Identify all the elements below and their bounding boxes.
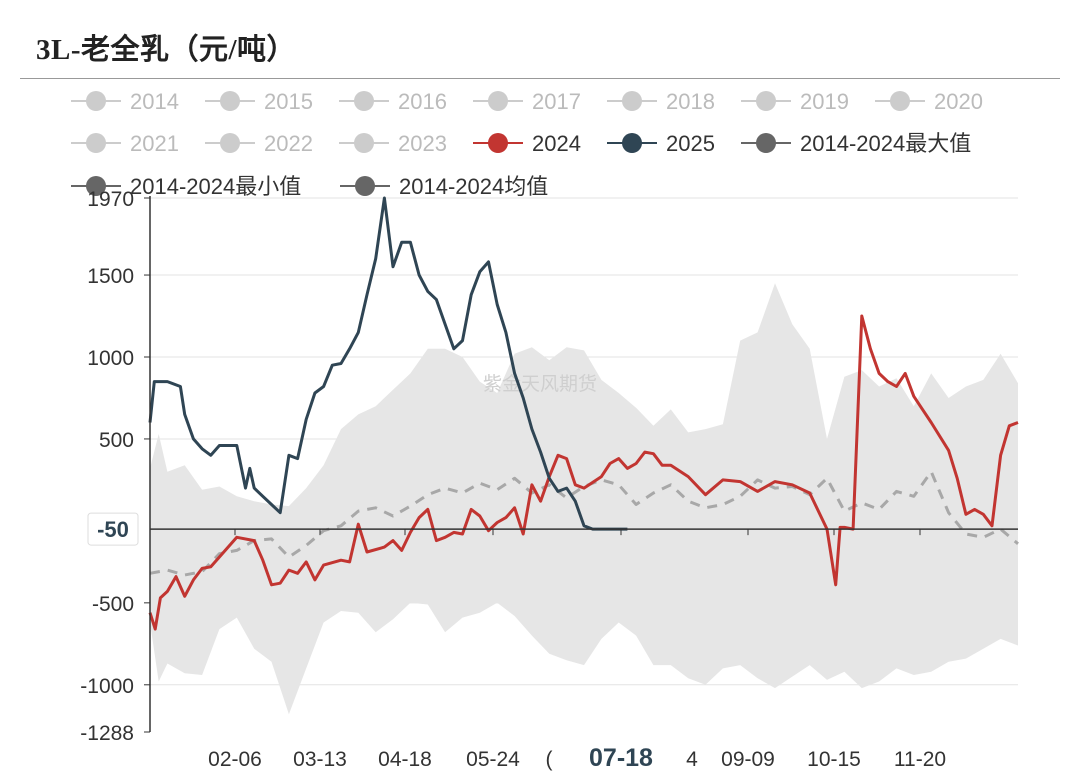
legend-label: 2014 bbox=[130, 89, 179, 114]
y-tick-label: 500 bbox=[99, 429, 134, 452]
y-tick-label: 1000 bbox=[87, 347, 134, 370]
x-tick-label: 05-24 bbox=[466, 748, 520, 771]
legend-item-2018: 2018 bbox=[607, 89, 715, 114]
legend-label: 2015 bbox=[264, 89, 313, 114]
legend-label: 2014-2024最小值 bbox=[130, 174, 301, 199]
legend-symbol-dot bbox=[488, 133, 508, 153]
x-tick-label: 07-18 bbox=[589, 744, 653, 772]
legend-symbol-dot bbox=[488, 91, 508, 111]
legend-item-2014-2024最小值: 2014-2024最小值 bbox=[71, 174, 301, 199]
legend-label: 2019 bbox=[800, 89, 849, 114]
legend-symbol-dot bbox=[220, 91, 240, 111]
x-tick-label-partial: ( bbox=[546, 748, 553, 771]
legend-symbol-dot bbox=[890, 91, 910, 111]
title-divider bbox=[20, 78, 1060, 79]
y-tick-label: 1500 bbox=[87, 265, 134, 288]
band-area bbox=[150, 283, 1018, 715]
legend-symbol-dot bbox=[622, 91, 642, 111]
legend-item-2023: 2023 bbox=[339, 131, 447, 156]
page-title: 3L-老全乳（元/吨） bbox=[36, 34, 297, 66]
legend-symbol-dot bbox=[220, 133, 240, 153]
legend-label: 2014-2024最大值 bbox=[800, 131, 971, 156]
legend-item-2022: 2022 bbox=[205, 131, 313, 156]
legend-item-2021: 2021 bbox=[71, 131, 179, 156]
x-tick-label-partial: 4 bbox=[686, 748, 698, 771]
legend-label: 2022 bbox=[264, 131, 313, 156]
legend-item-2015: 2015 bbox=[205, 89, 313, 114]
legend-item-2017: 2017 bbox=[473, 89, 581, 114]
legend-item-2020: 2020 bbox=[875, 89, 983, 114]
y-tick-label: -500 bbox=[92, 593, 134, 616]
series-line-2014-2024均值 bbox=[149, 470, 1019, 577]
legend-symbol-dot bbox=[354, 133, 374, 153]
x-tick-label: 09-09 bbox=[721, 748, 775, 771]
legend-label: 2021 bbox=[130, 131, 179, 156]
legend-symbol-dot bbox=[622, 133, 642, 153]
current-value-marker: -50 bbox=[87, 512, 139, 546]
y-tick-label: -1288 bbox=[80, 722, 134, 745]
legend-label: 2014-2024均值 bbox=[399, 174, 548, 199]
x-tick-label: 11-20 bbox=[894, 748, 946, 771]
series-line-2025 bbox=[148, 196, 628, 531]
legend-symbol-dot bbox=[756, 133, 776, 153]
y-tick-label: -1000 bbox=[80, 675, 134, 698]
x-tick-label: 04-18 bbox=[378, 748, 432, 771]
x-tick-label: 02-06 bbox=[208, 748, 262, 771]
legend-label: 2023 bbox=[398, 131, 447, 156]
y-tick-label: 1970 bbox=[87, 188, 134, 211]
legend-label: 2016 bbox=[398, 89, 447, 114]
legend-label: 2017 bbox=[532, 89, 581, 114]
current-value-box bbox=[87, 512, 139, 546]
legend-symbol-dot bbox=[86, 176, 106, 196]
legend-item-2014-2024最大值: 2014-2024最大值 bbox=[741, 131, 971, 156]
legend-symbol-dot bbox=[756, 91, 776, 111]
legend-item-2025: 2025 bbox=[607, 131, 715, 156]
legend-item-2014-2024均值: 2014-2024均值 bbox=[340, 174, 548, 199]
legend-item-2016: 2016 bbox=[339, 89, 447, 114]
series-line-2024 bbox=[148, 314, 1019, 631]
legend-symbol-dot bbox=[86, 91, 106, 111]
axes: 1970 1500 1000 500 -500 -1000 -1288 -50 02-06 03-… bbox=[80, 188, 1018, 772]
legend-symbol-dot bbox=[86, 133, 106, 153]
legend-item-2019: 2019 bbox=[741, 89, 849, 114]
legend-symbol-dot bbox=[354, 91, 374, 111]
current-value-label: -50 bbox=[97, 517, 129, 542]
legend-item-2014: 2014 bbox=[71, 89, 179, 114]
legend-label: 2024 bbox=[532, 131, 581, 156]
watermark: 紫金天风期货 bbox=[483, 373, 597, 395]
legend-label: 2018 bbox=[666, 89, 715, 114]
max-min-band bbox=[150, 283, 1018, 715]
legend-symbol-dot bbox=[355, 176, 375, 196]
legend-item-2024: 2024 bbox=[473, 131, 581, 156]
series-lines bbox=[148, 196, 1019, 631]
legend-label: 2025 bbox=[666, 131, 715, 156]
x-tick-label: 10-15 bbox=[807, 748, 861, 771]
x-tick-label: 03-13 bbox=[293, 748, 347, 771]
legend: 2014 2015 2016 2017 2018 2019 2020 2021 2022 2023… bbox=[71, 89, 983, 199]
legend-label: 2020 bbox=[934, 89, 983, 114]
